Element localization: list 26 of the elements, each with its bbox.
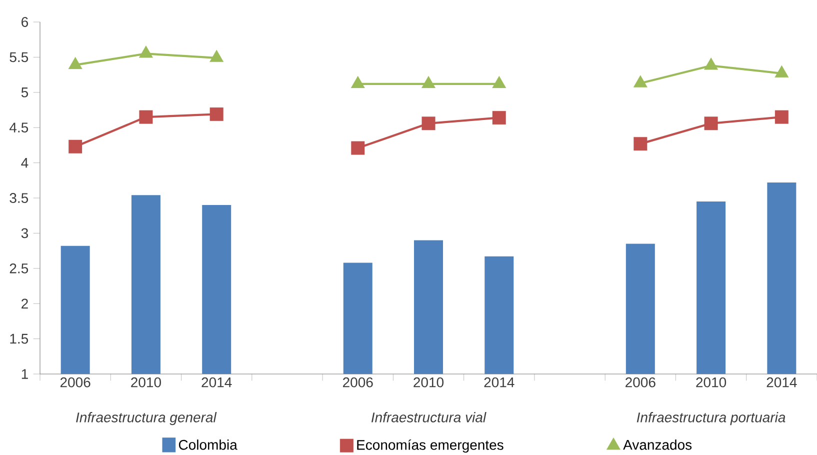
y-tick-label: 1.5 [10, 334, 28, 344]
y-tick-label: 3 [21, 228, 28, 238]
text: Infraestructura general [76, 412, 217, 426]
legend-label: Avanzados [623, 440, 692, 450]
x-tick-label: 2014 [202, 377, 232, 388]
legend-label: Colombia [178, 440, 238, 450]
y-tick-label: 2 [22, 298, 28, 308]
x-tick-label: 2006 [343, 377, 373, 388]
y-tick-label: 2.5 [10, 263, 28, 274]
y-tick-label: 6 [22, 17, 28, 27]
x-tick-label: 2006 [626, 377, 656, 388]
x-tick-label: 2006 [60, 377, 90, 388]
x-tick-label: 2010 [414, 377, 444, 388]
x-tick-label: 2010 [696, 377, 726, 388]
x-tick-label: 2010 [131, 377, 161, 388]
x-tick-label: 2014 [484, 377, 514, 388]
legend-label: Economías emergentes [357, 439, 504, 453]
y-tick-label: 4.5 [9, 122, 28, 132]
y-tick-label: 5 [21, 88, 28, 98]
text: Infraestructura portuaria [636, 412, 786, 426]
y-tick-label: 1 [22, 369, 28, 379]
y-tick-label: 5.5 [10, 52, 28, 62]
x-tick-label: 2014 [766, 377, 797, 388]
y-tick-label: 4 [21, 158, 28, 168]
text: Infraestructura vial [371, 412, 486, 422]
y-tick-label: 3.5 [10, 193, 28, 203]
